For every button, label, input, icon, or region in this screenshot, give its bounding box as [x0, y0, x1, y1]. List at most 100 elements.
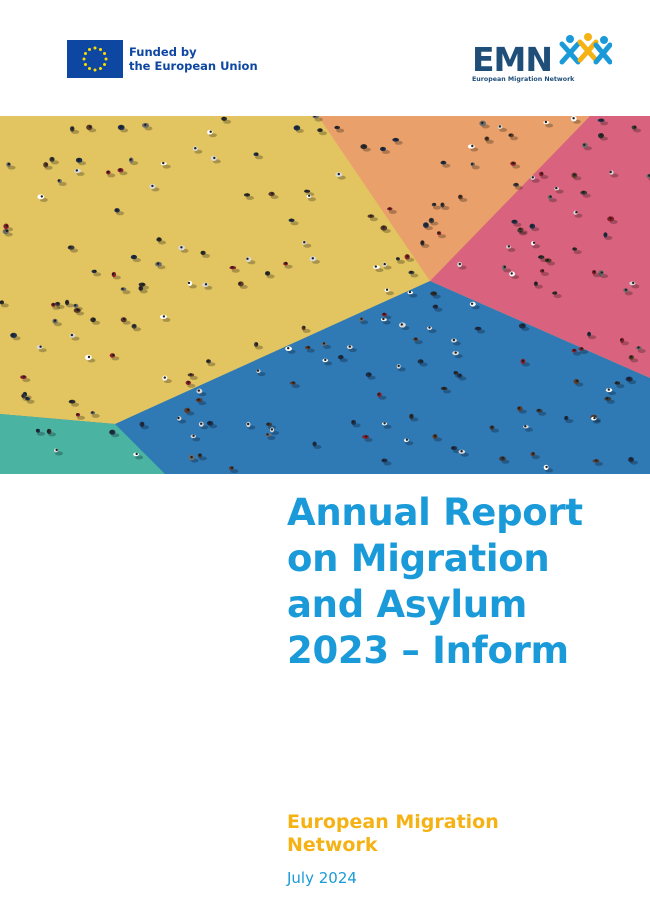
pedestrian: [587, 331, 597, 340]
pedestrian: [91, 269, 102, 277]
pink-area: [430, 116, 650, 378]
pedestrian: [2, 228, 13, 237]
pedestrian: [138, 282, 150, 290]
pedestrian: [373, 265, 384, 273]
pedestrian: [206, 359, 216, 367]
pedestrian: [564, 415, 574, 424]
pedestrian: [533, 281, 543, 289]
pedestrian: [380, 317, 391, 325]
pedestrian: [571, 348, 582, 356]
pedestrian: [513, 182, 523, 190]
pedestrian: [156, 237, 167, 245]
pedestrian: [530, 452, 540, 460]
pedestrian: [572, 247, 582, 255]
pedestrian: [51, 302, 61, 310]
pedestrian: [139, 421, 149, 430]
title-line-4: 2023 – Inform: [287, 629, 569, 672]
pedestrian: [538, 255, 549, 263]
pedestrian: [304, 189, 315, 197]
pedestrian: [73, 308, 85, 316]
pedestrian: [573, 379, 584, 387]
pedestrian: [268, 191, 279, 199]
eu-star: [99, 67, 102, 71]
teal-area: [0, 414, 165, 474]
pedestrian: [346, 345, 357, 353]
pedestrian: [138, 285, 148, 294]
pedestrian: [86, 124, 97, 133]
pedestrian: [502, 264, 512, 273]
pedestrian: [431, 202, 441, 210]
pedestrian: [437, 231, 447, 239]
pedestrian: [322, 358, 333, 366]
pedestrian: [508, 133, 519, 141]
orange-area: [318, 116, 590, 281]
pedestrian: [69, 333, 80, 341]
pedestrian: [597, 118, 609, 126]
pedestrian: [237, 281, 248, 289]
pedestrian: [457, 373, 467, 381]
pedestrian: [221, 116, 232, 124]
pedestrian: [399, 322, 410, 330]
pedestrian: [6, 162, 16, 170]
pedestrian: [184, 407, 195, 416]
pedestrian: [90, 411, 100, 418]
pedestrian: [160, 161, 171, 169]
pedestrian: [283, 261, 293, 269]
pedestrian: [117, 168, 128, 176]
pedestrian: [202, 282, 213, 290]
pedestrian: [321, 342, 332, 349]
pedestrian: [592, 459, 603, 466]
pedestrian: [607, 216, 618, 224]
pedestrian: [334, 125, 345, 133]
pedestrian: [582, 142, 592, 151]
pedestrian: [518, 323, 530, 331]
pedestrian: [253, 152, 264, 160]
pedestrian: [510, 161, 521, 169]
pedestrian: [605, 388, 616, 396]
pedestrian: [381, 312, 392, 320]
pedestrian: [200, 250, 211, 258]
pedestrian: [380, 225, 391, 233]
pedestrian: [254, 342, 264, 350]
pedestrian: [554, 186, 564, 194]
eu-star: [103, 63, 107, 66]
pedestrian: [246, 421, 256, 430]
pedestrian: [580, 190, 591, 198]
pedestrian: [306, 194, 316, 202]
pedestrian: [628, 355, 639, 363]
pedestrian: [423, 222, 433, 231]
pedestrian: [35, 428, 45, 436]
pedestrian: [387, 207, 397, 214]
publisher-line-1: European Migration: [287, 811, 499, 833]
pedestrian: [128, 157, 139, 166]
pedestrian: [452, 351, 463, 359]
pedestrian: [162, 375, 172, 384]
eu-star: [88, 47, 91, 51]
aerial-crowd-photo: [0, 116, 650, 474]
eu-star: [83, 63, 87, 66]
eu-star: [99, 47, 102, 51]
pedestrian: [598, 270, 609, 279]
eu-funding-logo: Funded by the European Union: [67, 40, 258, 78]
pedestrian: [404, 438, 414, 446]
pedestrian: [229, 266, 240, 273]
pedestrian: [53, 448, 63, 456]
pedestrian: [73, 303, 83, 311]
pedestrian: [571, 172, 582, 181]
pedestrian: [517, 227, 528, 235]
pedestrian: [25, 397, 35, 404]
report-title: Annual Report on Migration and Asylum 20…: [287, 490, 627, 674]
pedestrian: [367, 214, 378, 222]
pedestrian: [90, 317, 101, 325]
pedestrian: [312, 441, 322, 449]
pedestrian: [265, 433, 276, 440]
pedestrian: [413, 337, 423, 345]
pedestrian: [407, 290, 418, 298]
pedestrian: [469, 301, 480, 310]
pedestrian: [197, 453, 207, 461]
pedestrian: [46, 428, 57, 437]
pedestrian: [243, 193, 254, 200]
pedestrian: [109, 429, 120, 438]
pedestrian: [603, 232, 613, 240]
publication-date: July 2024: [287, 869, 357, 887]
